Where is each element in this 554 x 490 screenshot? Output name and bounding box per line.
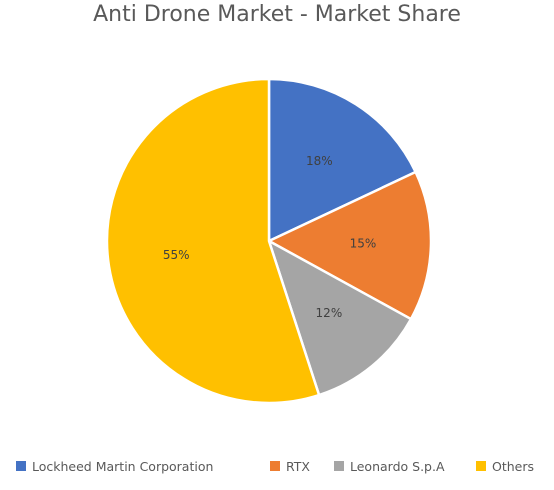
pie-data-labels: 18% 15% 12% 55% xyxy=(163,154,376,320)
legend-item-leonardo-spa: Leonardo S.p.A xyxy=(334,456,445,476)
legend-item-lockheed-martin-corporation: Lockheed Martin Corporation xyxy=(16,456,213,476)
data-label-lockheed-martin-corporation: 18% xyxy=(306,154,333,168)
chart-legend: Lockheed Martin Corporation RTX Leonardo… xyxy=(0,456,554,476)
pie-slice-lockheed-martin-corporation xyxy=(267,77,417,243)
data-label-rtx: 15% xyxy=(350,236,377,250)
legend-label-others: Others xyxy=(492,458,535,474)
legend-label-lockheed-martin-corporation: Lockheed Martin Corporation xyxy=(32,458,214,474)
pie-slice-others xyxy=(105,77,321,405)
legend-item-rtx: RTX xyxy=(270,456,310,476)
data-label-others: 55% xyxy=(163,248,190,262)
legend-item-others: Others xyxy=(476,456,534,476)
legend-swatch-leonardo-spa xyxy=(334,461,344,471)
legend-swatch-lockheed-martin-corporation xyxy=(16,461,26,471)
legend-swatch-others xyxy=(476,461,486,471)
data-label-leonardo-s-p-a: 12% xyxy=(316,306,343,320)
legend-label-leonardo-spa: Leonardo S.p.A xyxy=(350,458,445,474)
legend-label-rtx: RTX xyxy=(286,458,310,474)
pie-slice-leonardo-s-p-a xyxy=(267,239,413,397)
pie-slice-rtx xyxy=(267,170,433,321)
chart-title: Anti Drone Market - Market Share xyxy=(93,2,461,27)
pie-slices xyxy=(105,77,433,405)
legend-swatch-rtx xyxy=(270,461,280,471)
